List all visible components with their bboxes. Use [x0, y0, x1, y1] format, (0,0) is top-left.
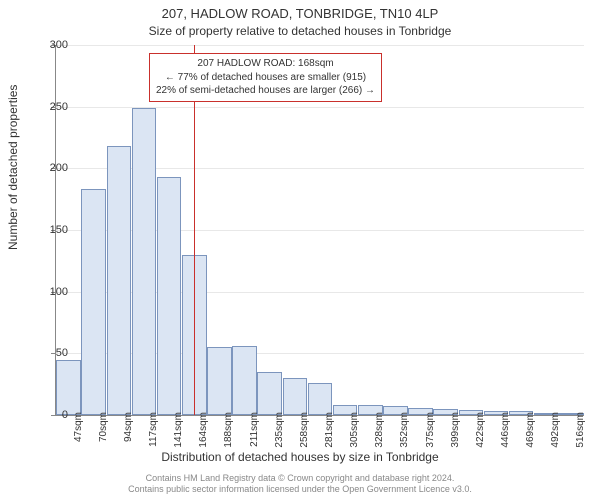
- histogram-bar: [207, 347, 232, 415]
- x-tick-label: 399sqm: [450, 412, 461, 448]
- histogram-bar: [257, 372, 282, 415]
- histogram-bar: [308, 383, 333, 415]
- x-tick-label: 305sqm: [349, 412, 360, 448]
- annotation-line1: 207 HADLOW ROAD: 168sqm: [156, 57, 375, 71]
- grid-line: [56, 45, 584, 46]
- x-axis-label: Distribution of detached houses by size …: [0, 450, 600, 464]
- y-axis-label: Number of detached properties: [6, 85, 20, 250]
- x-tick-label: 352sqm: [399, 412, 410, 448]
- x-tick-label: 117sqm: [148, 412, 159, 447]
- annotation-line2: ← 77% of detached houses are smaller (91…: [156, 71, 375, 85]
- footer-line2: Contains public sector information licen…: [0, 484, 600, 496]
- annotation-line3: 22% of semi-detached houses are larger (…: [156, 84, 375, 98]
- y-tick-label: 50: [28, 347, 68, 359]
- chart-title-line1: 207, HADLOW ROAD, TONBRIDGE, TN10 4LP: [0, 6, 600, 21]
- chart-container: 207, HADLOW ROAD, TONBRIDGE, TN10 4LP Si…: [0, 0, 600, 500]
- chart-title-line2: Size of property relative to detached ho…: [0, 24, 600, 38]
- x-tick-label: 211sqm: [249, 412, 260, 447]
- histogram-bar: [232, 346, 257, 415]
- y-tick-label: 0: [28, 409, 68, 421]
- x-tick-label: 492sqm: [550, 412, 561, 448]
- x-tick-label: 188sqm: [223, 412, 234, 448]
- x-tick-label: 469sqm: [525, 412, 536, 448]
- footer-text: Contains HM Land Registry data © Crown c…: [0, 473, 600, 496]
- x-tick-label: 422sqm: [475, 412, 486, 448]
- histogram-bar: [107, 146, 132, 415]
- x-tick-label: 235sqm: [274, 412, 285, 448]
- plot-area: 47sqm70sqm94sqm117sqm141sqm164sqm188sqm2…: [55, 45, 584, 416]
- x-tick-label: 141sqm: [173, 412, 184, 448]
- x-tick-label: 375sqm: [425, 412, 436, 448]
- y-tick-label: 300: [28, 39, 68, 51]
- x-tick-label: 70sqm: [98, 412, 109, 442]
- x-tick-label: 94sqm: [123, 412, 134, 442]
- x-tick-label: 281sqm: [324, 412, 335, 448]
- x-tick-label: 446sqm: [500, 412, 511, 448]
- y-tick-label: 200: [28, 162, 68, 174]
- histogram-bar: [81, 189, 106, 415]
- x-tick-label: 328sqm: [374, 412, 385, 448]
- x-tick-label: 164sqm: [198, 412, 209, 448]
- x-tick-label: 47sqm: [73, 412, 84, 442]
- histogram-bar: [132, 108, 157, 415]
- x-tick-label: 258sqm: [299, 412, 310, 448]
- y-tick-label: 100: [28, 286, 68, 298]
- histogram-bar: [157, 177, 182, 415]
- annotation-box: 207 HADLOW ROAD: 168sqm ← 77% of detache…: [149, 53, 382, 102]
- histogram-bar: [56, 360, 81, 416]
- y-tick-label: 250: [28, 101, 68, 113]
- y-tick-label: 150: [28, 224, 68, 236]
- histogram-bar: [283, 378, 308, 415]
- x-tick-label: 516sqm: [575, 412, 586, 448]
- footer-line1: Contains HM Land Registry data © Crown c…: [0, 473, 600, 485]
